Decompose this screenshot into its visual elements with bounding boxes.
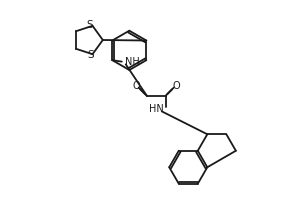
- Text: NH: NH: [125, 57, 140, 67]
- Text: S: S: [88, 50, 94, 60]
- Text: O: O: [172, 81, 180, 91]
- Text: HN: HN: [149, 104, 164, 114]
- Text: O: O: [132, 81, 140, 91]
- Text: S: S: [87, 20, 93, 30]
